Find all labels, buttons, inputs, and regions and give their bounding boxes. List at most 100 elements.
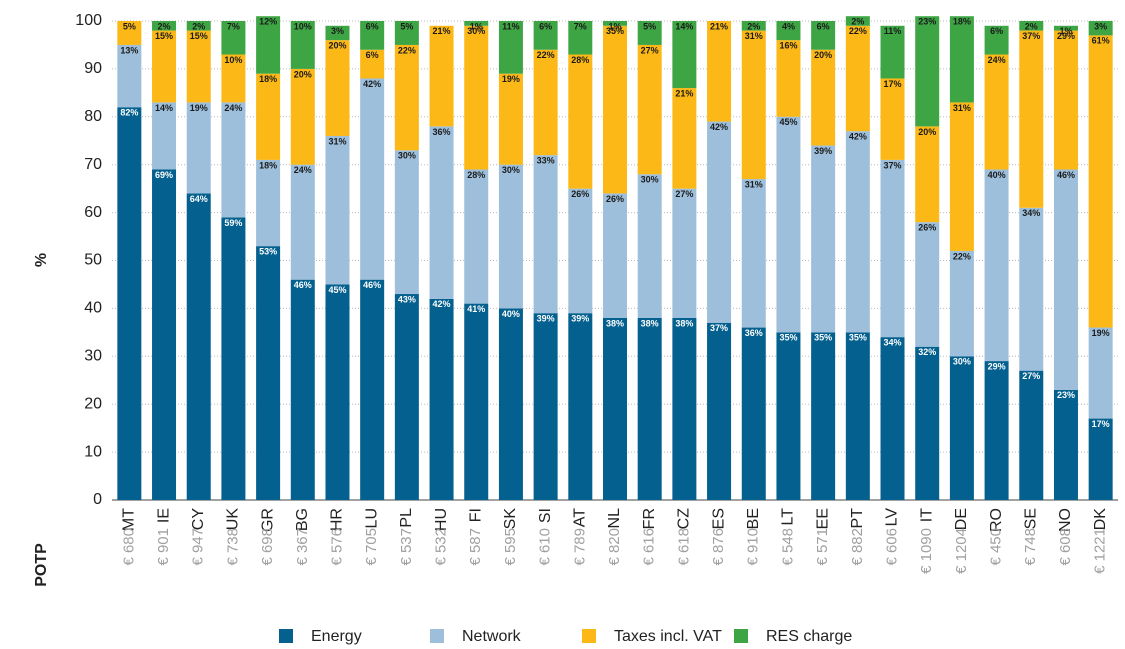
bar-segment xyxy=(498,73,523,165)
bar-segment xyxy=(637,21,662,45)
value-label: 1% xyxy=(1059,26,1072,36)
bar-segment xyxy=(1088,327,1113,419)
value-label: 14% xyxy=(155,103,173,113)
bar-segment xyxy=(394,150,419,295)
value-label: 24% xyxy=(224,103,242,113)
bar-segment xyxy=(880,159,905,338)
row-value: € 738 xyxy=(224,528,241,566)
bar-segment xyxy=(776,116,801,333)
bar-segment xyxy=(637,44,662,175)
bar-segment xyxy=(290,164,315,280)
value-label: 7% xyxy=(227,21,240,31)
value-label: 59% xyxy=(224,218,242,228)
y-tick-label: 10 xyxy=(84,443,102,460)
row-value: € 608 xyxy=(1057,528,1074,566)
value-label: 53% xyxy=(259,247,277,257)
value-label: 18% xyxy=(259,160,277,170)
bar-segment xyxy=(984,361,1009,500)
value-label: 42% xyxy=(849,132,867,142)
bar-segment xyxy=(394,44,419,151)
value-label: 38% xyxy=(606,318,624,328)
bar-segment xyxy=(498,164,523,309)
bar-segment xyxy=(915,346,940,500)
bar-segment xyxy=(429,298,454,500)
bar-segment xyxy=(707,322,732,500)
bar-segment xyxy=(1053,30,1078,170)
value-label: 33% xyxy=(537,155,555,165)
value-label: 30% xyxy=(953,357,971,367)
y-tick-label: 100 xyxy=(75,12,102,29)
bar-segment xyxy=(1088,35,1113,328)
value-label: 39% xyxy=(814,146,832,156)
bar-segment xyxy=(325,25,350,41)
value-label: 6% xyxy=(817,21,830,31)
bar-segment xyxy=(533,313,558,500)
x-tick-label: PT xyxy=(849,508,866,529)
value-label: 28% xyxy=(571,55,589,65)
bar-segment xyxy=(498,21,523,74)
bar-segment xyxy=(464,25,489,170)
x-tick-label: FI xyxy=(467,508,484,522)
bar-segment xyxy=(880,78,905,160)
x-tick-label: EE xyxy=(814,508,831,529)
value-label: 45% xyxy=(779,117,797,127)
row-value: € 882 xyxy=(849,528,866,566)
bar-segment xyxy=(221,54,246,103)
bar-segment xyxy=(360,21,385,50)
bar-segment xyxy=(1053,25,1078,31)
bar-segment xyxy=(1088,418,1113,500)
bar-segment xyxy=(603,317,627,500)
bar-segment xyxy=(256,16,281,74)
bar-segment xyxy=(637,317,662,500)
row-label: POTP xyxy=(33,543,50,587)
row-value: € 901 xyxy=(155,528,172,566)
value-label: 35% xyxy=(849,333,867,343)
y-tick-label: 0 xyxy=(93,491,102,508)
x-tick-label: BG xyxy=(294,508,311,531)
value-label: 37% xyxy=(710,323,728,333)
bar-segment xyxy=(672,88,697,189)
bar-segment xyxy=(533,21,558,50)
bar-segment xyxy=(429,25,454,127)
bar-segment xyxy=(603,193,627,318)
value-label: 20% xyxy=(328,41,346,51)
bar-segment xyxy=(741,327,766,500)
x-tick-label: IE xyxy=(155,508,172,523)
y-tick-label: 30 xyxy=(84,348,102,365)
row-value: € 947 xyxy=(190,528,207,566)
value-label: 5% xyxy=(400,21,413,31)
bar-segment xyxy=(186,193,211,500)
value-label: 22% xyxy=(849,26,867,36)
bar-segment xyxy=(290,68,315,165)
value-label: 6% xyxy=(990,26,1003,36)
value-label: 30% xyxy=(467,26,485,36)
row-value: € 1204 xyxy=(953,528,970,574)
value-label: 82% xyxy=(120,108,138,118)
bar-segment xyxy=(915,16,940,127)
value-label: 35% xyxy=(779,333,797,343)
value-label: 26% xyxy=(571,189,589,199)
bar-segment xyxy=(984,25,1009,55)
value-label: 28% xyxy=(467,170,485,180)
value-label: 2% xyxy=(747,21,760,31)
bar-segment xyxy=(325,284,350,500)
bar-segment xyxy=(186,21,211,31)
bar-segment xyxy=(117,44,142,108)
bar-segment xyxy=(394,21,419,45)
bar-segment xyxy=(221,102,246,218)
bar-segment xyxy=(1019,207,1044,371)
value-label: 6% xyxy=(539,21,552,31)
bar-segment xyxy=(949,356,974,500)
bar-segment xyxy=(845,332,870,500)
bar-segment xyxy=(290,279,315,500)
bar-segment xyxy=(915,126,940,223)
value-label: 31% xyxy=(745,31,763,41)
value-label: 2% xyxy=(851,17,864,27)
value-label: 34% xyxy=(1022,208,1040,218)
value-label: 12% xyxy=(259,17,277,27)
legend-swatch xyxy=(582,629,596,643)
legend-label: RES charge xyxy=(766,628,852,645)
row-value: € 616 xyxy=(641,528,658,566)
x-tick-label: CZ xyxy=(676,508,693,530)
x-tick-label: FR xyxy=(641,508,658,529)
